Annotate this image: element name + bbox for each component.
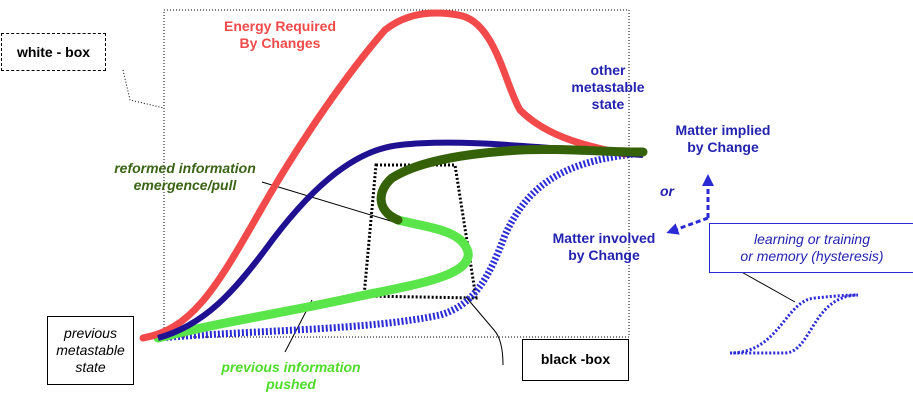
matter-involved-line1: Matter involved bbox=[552, 230, 656, 246]
energy-required-line1: Energy Required bbox=[223, 18, 337, 34]
or-label: or bbox=[652, 183, 682, 200]
other-line2: metastable bbox=[571, 79, 645, 95]
black-box-label: black -box bbox=[522, 339, 629, 381]
reformed-line1: reformed information bbox=[114, 160, 256, 176]
hysteresis-loop-icon bbox=[729, 293, 859, 355]
other-line1: other bbox=[590, 62, 626, 78]
arrow-left-icon bbox=[666, 216, 709, 235]
energy-required-curve bbox=[139, 9, 629, 342]
other-metastable-label: other metastable state bbox=[558, 62, 658, 113]
matter-implied-line1: Matter implied bbox=[675, 122, 771, 138]
reformed-connector bbox=[261, 181, 395, 223]
other-line3: state bbox=[591, 96, 625, 112]
black-box-text: black -box bbox=[540, 351, 611, 367]
learning-line1: learning or training bbox=[754, 231, 870, 247]
reformed-information-label: reformed information emergence/pull bbox=[100, 160, 270, 194]
matter-involved-label: Matter involved by Change bbox=[540, 230, 668, 264]
white-box-text: white - box bbox=[16, 44, 91, 60]
or-text: or bbox=[660, 183, 674, 199]
energy-required-line2: By Changes bbox=[239, 35, 321, 51]
previous-information-curve bbox=[153, 215, 473, 343]
learning-memory-box: learning or training or memory (hysteres… bbox=[709, 223, 913, 273]
reformed-line2: emergence/pull bbox=[133, 177, 237, 193]
matter-implied-line2: by Change bbox=[687, 139, 759, 155]
black-box-connector bbox=[465, 296, 504, 366]
white-box-connector bbox=[122, 69, 165, 109]
energy-required-label: Energy Required By Changes bbox=[205, 18, 355, 52]
previous-line2: metastable bbox=[56, 342, 125, 358]
previous-line1: previous bbox=[64, 325, 117, 341]
pushed-line1: previous information bbox=[221, 359, 361, 375]
matter-involved-curve bbox=[157, 149, 644, 342]
previous-line3: state bbox=[75, 359, 106, 375]
previous-metastable-box: previous metastable state bbox=[47, 316, 134, 385]
previous-information-label: previous information pushed bbox=[203, 359, 379, 393]
learning-connector bbox=[737, 269, 796, 303]
learning-line2: or memory (hysteresis) bbox=[740, 248, 884, 264]
matter-implied-curve bbox=[157, 139, 644, 341]
matter-involved-line2: by Change bbox=[568, 247, 640, 263]
white-box-label: white - box bbox=[1, 33, 106, 71]
matter-implied-label: Matter implied by Change bbox=[655, 122, 791, 156]
pushed-line2: pushed bbox=[266, 376, 316, 392]
reformed-information-curve bbox=[376, 144, 648, 225]
